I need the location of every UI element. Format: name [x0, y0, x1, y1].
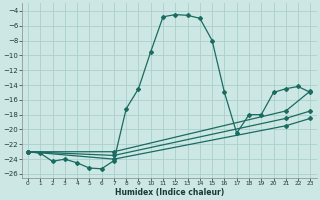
X-axis label: Humidex (Indice chaleur): Humidex (Indice chaleur) [115, 188, 224, 197]
